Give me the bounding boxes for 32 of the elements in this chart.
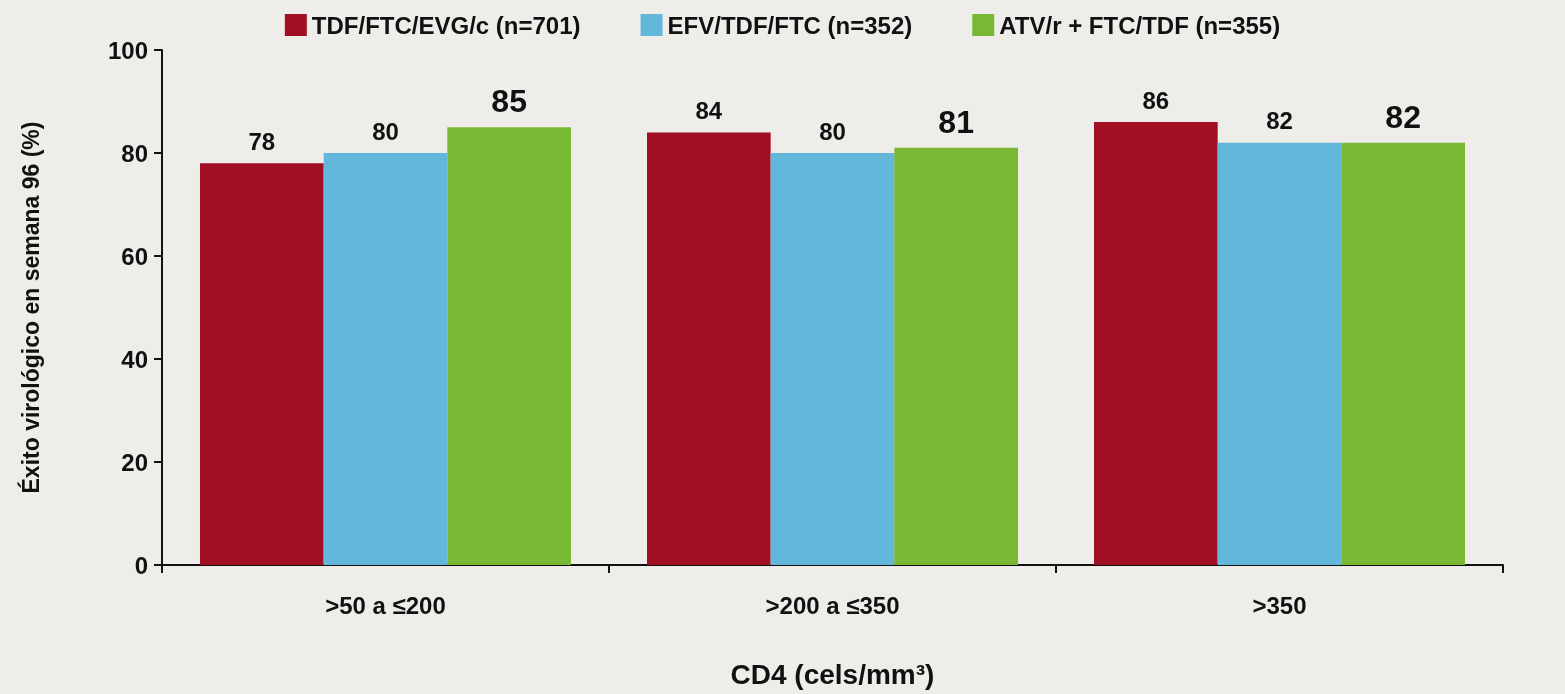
data-label: 82 bbox=[1266, 107, 1293, 135]
bar bbox=[200, 163, 324, 565]
bar bbox=[323, 153, 448, 565]
bar bbox=[770, 153, 895, 565]
data-label: 80 bbox=[819, 117, 846, 145]
bar bbox=[1093, 122, 1218, 565]
bar bbox=[1217, 142, 1342, 565]
y-tick-label: 40 bbox=[121, 345, 148, 373]
bar bbox=[647, 132, 771, 565]
bar bbox=[447, 127, 572, 565]
y-tick-label: 80 bbox=[121, 139, 148, 167]
x-tick-label: >50 a ≤200 bbox=[325, 591, 446, 619]
legend-label: EFV/TDF/FTC (n=352) bbox=[667, 11, 913, 39]
x-tick-label: >350 bbox=[1252, 591, 1307, 619]
data-label: 84 bbox=[695, 96, 723, 124]
data-label: 81 bbox=[938, 103, 974, 140]
x-tick-label: >200 a ≤350 bbox=[765, 591, 900, 619]
data-label: 85 bbox=[491, 83, 527, 120]
data-label: 86 bbox=[1142, 86, 1170, 114]
data-label: 82 bbox=[1385, 98, 1421, 135]
legend-label: TDF/FTC/EVG/c (n=701) bbox=[311, 11, 581, 39]
y-tick-label: 60 bbox=[121, 242, 148, 270]
y-axis-title: Éxito virológico en semana 96 (%) bbox=[16, 121, 44, 494]
y-tick-label: 100 bbox=[107, 36, 148, 64]
x-axis-title: CD4 (cels/mm³) bbox=[730, 658, 935, 690]
data-label: 80 bbox=[372, 117, 399, 145]
bar bbox=[894, 147, 1019, 565]
data-label: 78 bbox=[248, 127, 276, 155]
y-tick-label: 20 bbox=[121, 448, 148, 476]
y-tick-label: 0 bbox=[134, 551, 148, 579]
bar bbox=[1341, 142, 1466, 565]
legend-label: ATV/r + FTC/TDF (n=355) bbox=[999, 11, 1281, 39]
